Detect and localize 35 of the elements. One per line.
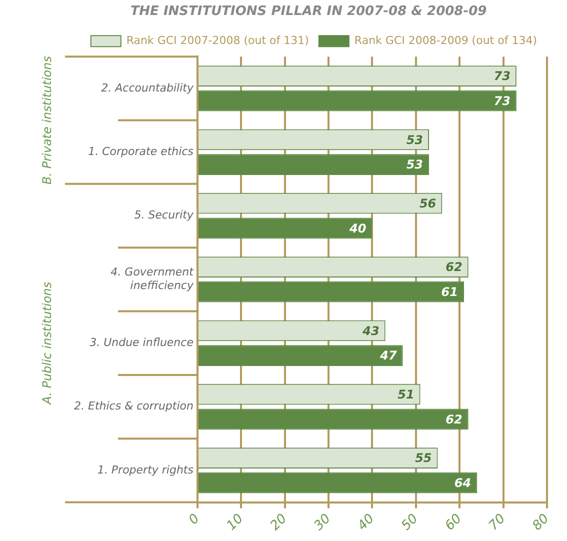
x-tick-label: 30 <box>311 511 334 534</box>
data-label: 51 <box>398 387 414 402</box>
y-tick-label: 4. Government inefficiency <box>110 266 194 292</box>
x-tick-label: 70 <box>486 511 509 534</box>
x-tick-label: 40 <box>355 511 378 534</box>
x-tick-label: 0 <box>186 511 203 528</box>
data-label: 73 <box>494 94 510 108</box>
data-label: 55 <box>415 451 432 466</box>
data-label: 47 <box>379 348 398 363</box>
data-label: 43 <box>362 324 380 338</box>
data-label: 64 <box>454 476 472 490</box>
y-tick-label: 5. Security <box>134 208 194 222</box>
data-label: 40 <box>348 221 366 236</box>
text: B. Private institutions <box>40 56 54 185</box>
legend-label: Rank GCI 2008-2009 (out of 134) <box>354 34 538 47</box>
x-tick-label: 20 <box>268 511 290 534</box>
data-label: 53 <box>406 132 424 147</box>
x-tick-label: 10 <box>224 511 246 534</box>
x-tick-label: 80 <box>530 511 552 534</box>
x-tick-label: 60 <box>442 511 465 534</box>
x-tick-label: 50 <box>398 511 422 534</box>
y-tick-label: 2. Accountability <box>101 81 194 94</box>
y-tick-label: 3. Undue influence <box>90 336 194 349</box>
legend-label: Rank GCI 2007-2008 (out of 131) <box>126 34 309 47</box>
y-tick-label: 2. Ethics & corruption <box>74 400 194 413</box>
data-label: 62 <box>446 412 462 426</box>
text: A. Public institutions <box>40 282 54 406</box>
data-label: 56 <box>419 196 436 210</box>
y-tick-label: 1. Corporate ethics <box>88 144 194 158</box>
y-tick-label: 1. Property rights <box>97 463 194 476</box>
data-label: 61 <box>441 284 458 299</box>
chart-title: THE INSTITUTIONS PILLAR IN 2007-08 & 2008-09 <box>130 4 487 20</box>
data-label: 73 <box>494 69 510 84</box>
data-label: 62 <box>446 260 462 274</box>
data-label: 53 <box>406 158 424 172</box>
